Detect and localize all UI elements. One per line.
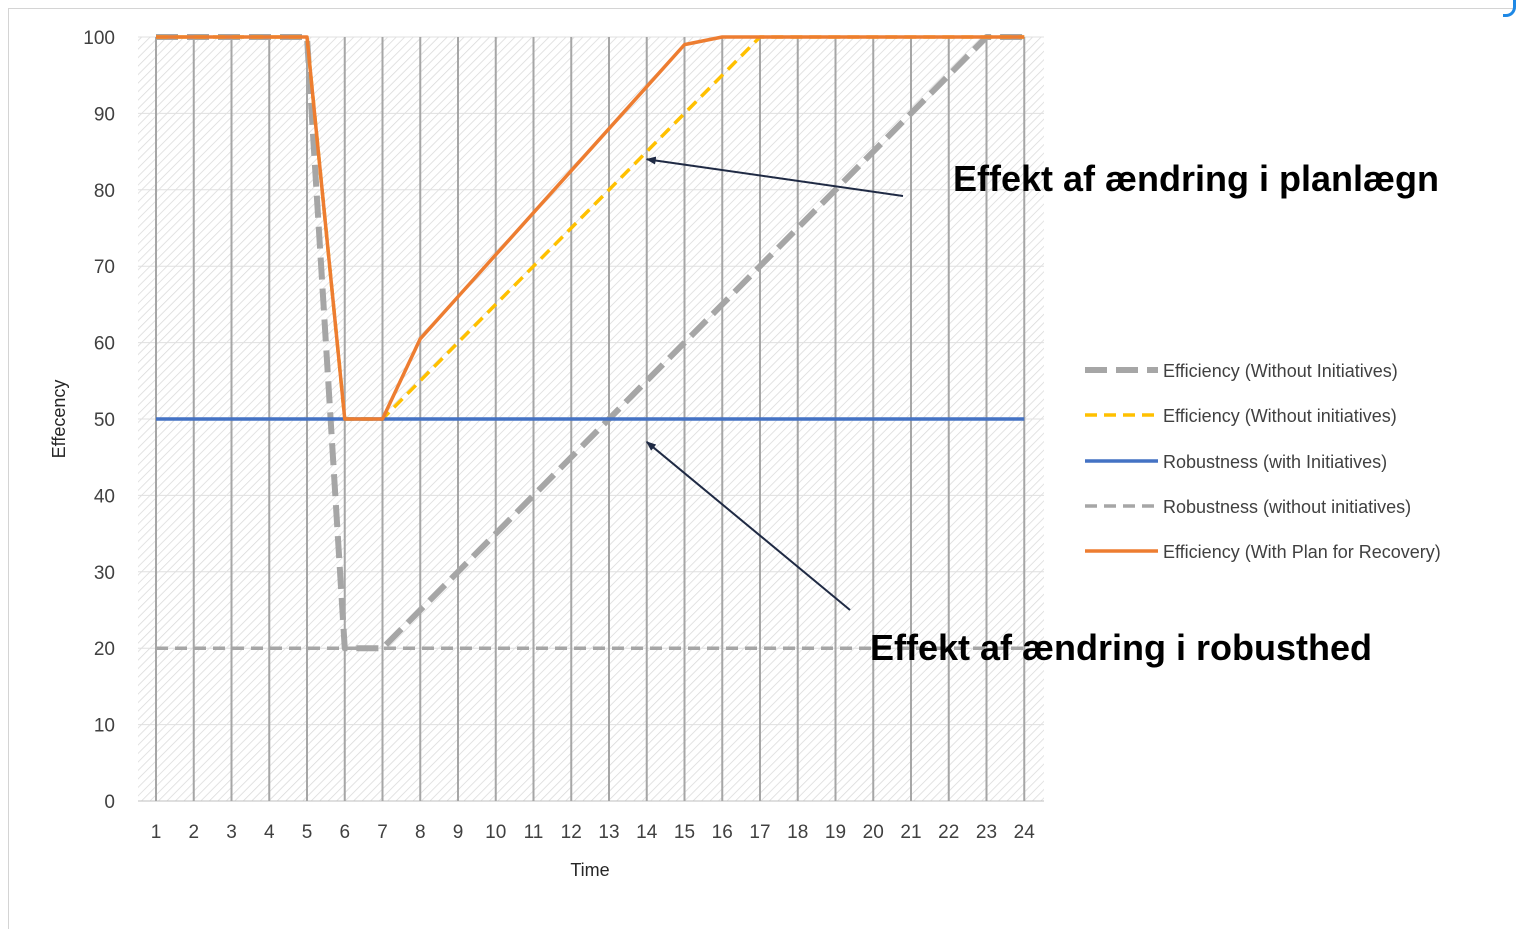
- x-tick-label: 7: [377, 822, 388, 843]
- legend-label: Efficiency (With Plan for Recovery): [1163, 542, 1441, 562]
- x-tick-label: 10: [485, 822, 506, 843]
- y-tick-label: 60: [94, 334, 115, 355]
- x-axis-title: Time: [570, 860, 609, 880]
- x-tick-label: 16: [712, 822, 733, 843]
- x-tick-label: 13: [598, 822, 619, 843]
- x-tick-label: 15: [674, 822, 695, 843]
- x-tick-label: 4: [264, 822, 275, 843]
- annotations: Effekt af ændring i planlægn Effekt af æn…: [645, 156, 1439, 668]
- x-tick-label: 1: [151, 822, 162, 843]
- x-tick-label: 8: [415, 822, 426, 843]
- x-tick-label: 11: [524, 822, 544, 843]
- y-tick-label: 100: [83, 28, 115, 49]
- legend-label: Efficiency (Without initiatives): [1163, 406, 1397, 426]
- y-tick-label: 90: [94, 104, 115, 125]
- y-tick-label: 0: [104, 792, 115, 813]
- y-tick-label: 40: [94, 486, 115, 507]
- y-axis-ticks: 0 10 20 30 40 50 60 70 80 90 100: [83, 28, 115, 813]
- x-tick-label: 19: [825, 822, 846, 843]
- x-tick-label: 9: [453, 822, 464, 843]
- x-tick-label: 17: [749, 822, 770, 843]
- corner-logo-icon: [1503, 0, 1516, 17]
- y-tick-label: 50: [94, 410, 115, 431]
- x-tick-label: 21: [900, 822, 921, 843]
- x-tick-label: 23: [976, 822, 997, 843]
- legend: Efficiency (Without Initiatives) Efficien…: [1085, 361, 1441, 562]
- y-tick-label: 70: [94, 257, 115, 278]
- annotation-arrow: [645, 441, 851, 611]
- chart-frame: [8, 8, 1516, 929]
- y-tick-label: 20: [94, 639, 115, 660]
- y-tick-label: 80: [94, 181, 115, 202]
- y-axis-title: Effecency: [49, 380, 69, 459]
- x-tick-label: 22: [938, 822, 959, 843]
- annotation-arrow: [645, 156, 904, 197]
- x-tick-label: 14: [636, 822, 658, 843]
- legend-label: Robustness (with Initiatives): [1163, 452, 1387, 472]
- x-axis-ticks: 1 2 3 4 5 6 7 8 9 10 11 12 13 14 15 16 17 18 19 20 21 22 23 24: [151, 822, 1036, 843]
- legend-label: Robustness (without initiatives): [1163, 497, 1411, 517]
- annotation-text: Effekt af ændring i planlægn: [953, 158, 1439, 199]
- series-line-4: [156, 35, 1025, 421]
- x-tick-label: 5: [302, 822, 313, 843]
- x-tick-label: 2: [188, 822, 199, 843]
- x-tick-label: 18: [787, 822, 808, 843]
- x-tick-label: 3: [226, 822, 237, 843]
- series-layer: [156, 34, 1025, 652]
- annotation-text: Effekt af ændring i robusthed: [870, 627, 1372, 668]
- y-tick-label: 30: [94, 563, 115, 584]
- y-tick-label: 10: [94, 716, 115, 737]
- legend-label: Efficiency (Without Initiatives): [1163, 361, 1398, 381]
- x-tick-label: 20: [863, 822, 884, 843]
- x-tick-label: 12: [561, 822, 582, 843]
- x-tick-label: 24: [1014, 822, 1036, 843]
- x-tick-label: 6: [339, 822, 350, 843]
